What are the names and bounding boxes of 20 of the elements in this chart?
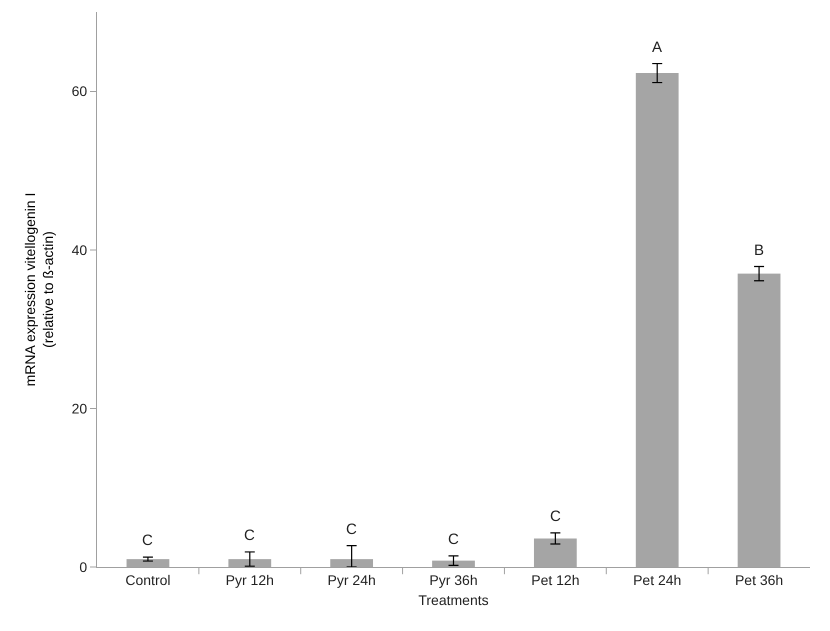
annotation: C [244,527,255,544]
annotation: B [754,242,764,259]
x-tick-label: Pet 36h [734,572,784,588]
x-tick-label: Pyr 36h [429,572,478,588]
annotation: A [652,39,662,56]
y-tick-label: 20 [72,400,88,416]
annotation: C [550,508,561,525]
x-tick-label: Pet 24h [633,572,682,588]
y-tick-label: 0 [79,558,88,575]
x-tick-label: Pet 12h [531,572,580,588]
y-tick-label: 40 [72,242,88,258]
y-axis-title: mRNA expression vitellogenin I (relative to ß-actin) [22,192,56,386]
annotation: C [142,532,153,549]
x-tick-label: Pyr 12h [226,572,274,588]
annotation: C [448,531,459,548]
x-axis-title: Treatments [418,592,489,608]
x-tick-label: Control [125,572,170,588]
x-tick-label: Pyr 24h [328,572,376,588]
annotation: C [346,521,357,538]
y-tick-label: 60 [72,83,88,100]
